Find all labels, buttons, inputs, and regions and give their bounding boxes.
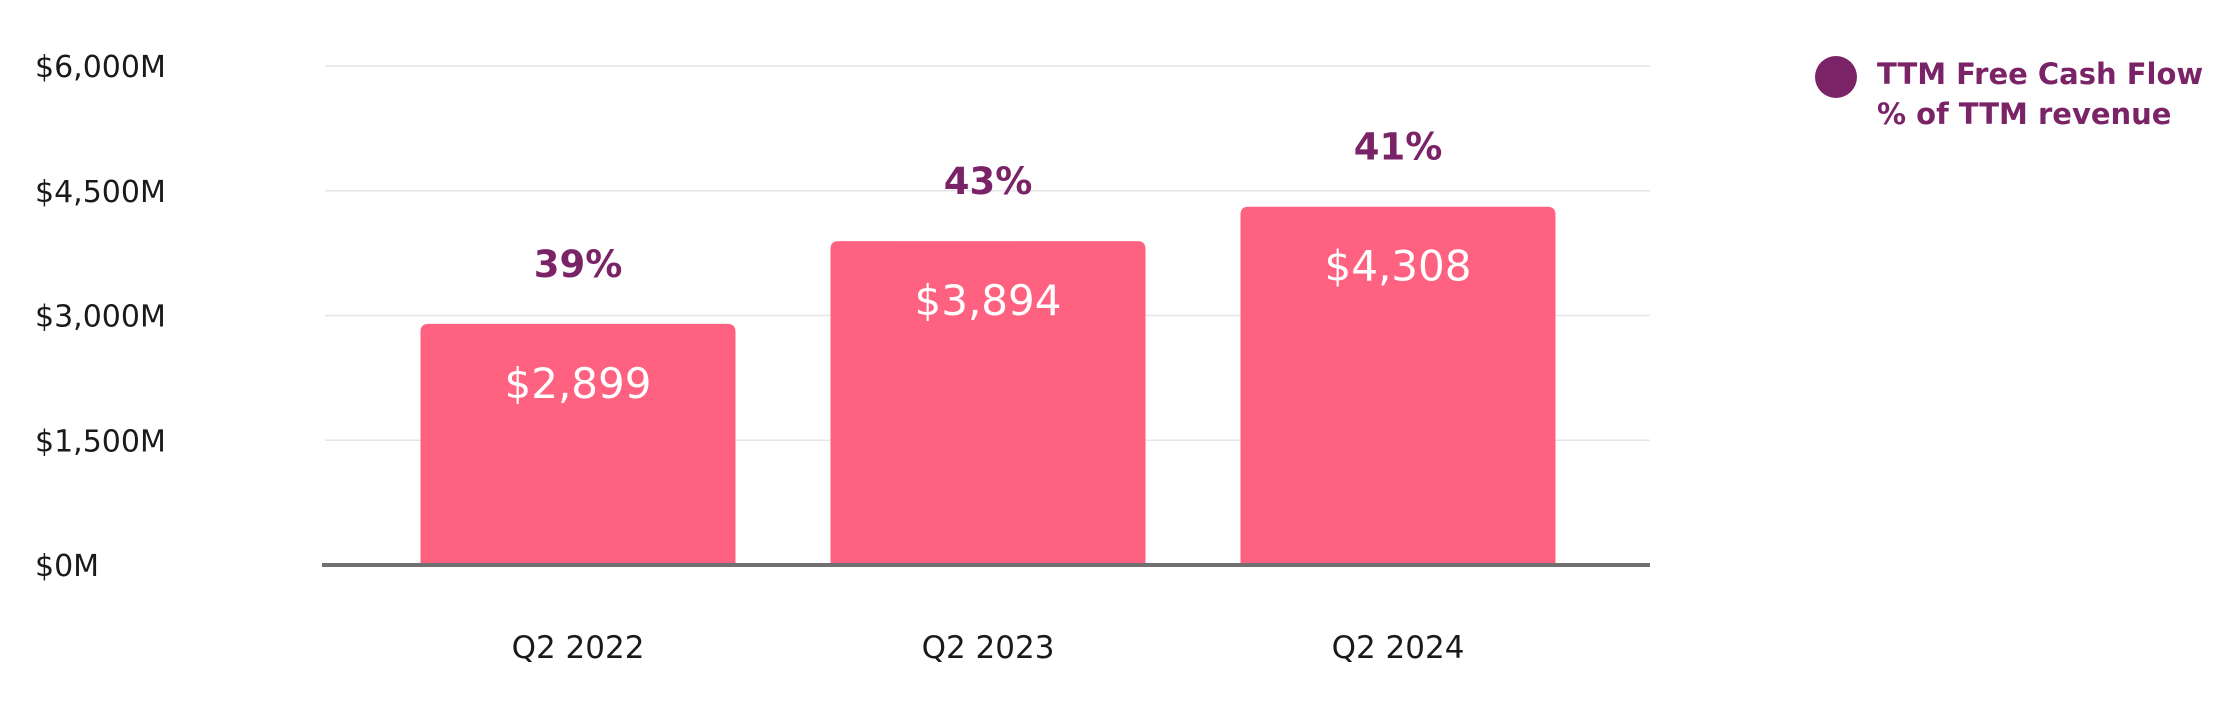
y-tick-label: $0M	[35, 549, 99, 584]
x-tick-label: Q2 2024	[1332, 630, 1465, 666]
y-tick-label: $6,000M	[35, 50, 166, 85]
percent-label: 41%	[1354, 126, 1443, 169]
bar-q2-2022	[420, 323, 736, 565]
bar-value-label: $4,308	[1325, 242, 1472, 291]
x-tick-label: Q2 2022	[512, 630, 645, 666]
bar-q2-2023	[830, 241, 1146, 566]
legend-label: TTM Free Cash Flow % of TTM revenue	[1877, 57, 2204, 131]
bars: $2,899 39% $3,894 43% $4,308 41%	[420, 126, 1556, 566]
y-axis: $0M $1,500M $3,000M $4,500M $6,000M	[35, 50, 166, 584]
y-tick-label: $1,500M	[35, 424, 166, 459]
x-tick-label: Q2 2023	[922, 630, 1055, 666]
y-tick-label: $4,500M	[35, 175, 166, 210]
percent-label: 43%	[944, 160, 1033, 203]
bar-value-label: $3,894	[915, 276, 1062, 325]
y-tick-label: $3,000M	[35, 300, 166, 335]
legend-marker	[1815, 56, 1857, 98]
legend: TTM Free Cash Flow % of TTM revenue	[1815, 54, 2217, 134]
bar-q2-2024	[1240, 206, 1556, 565]
x-axis: Q2 2022 Q2 2023 Q2 2024	[512, 630, 1465, 666]
percent-label: 39%	[534, 243, 623, 286]
bar-value-label: $2,899	[505, 359, 652, 408]
